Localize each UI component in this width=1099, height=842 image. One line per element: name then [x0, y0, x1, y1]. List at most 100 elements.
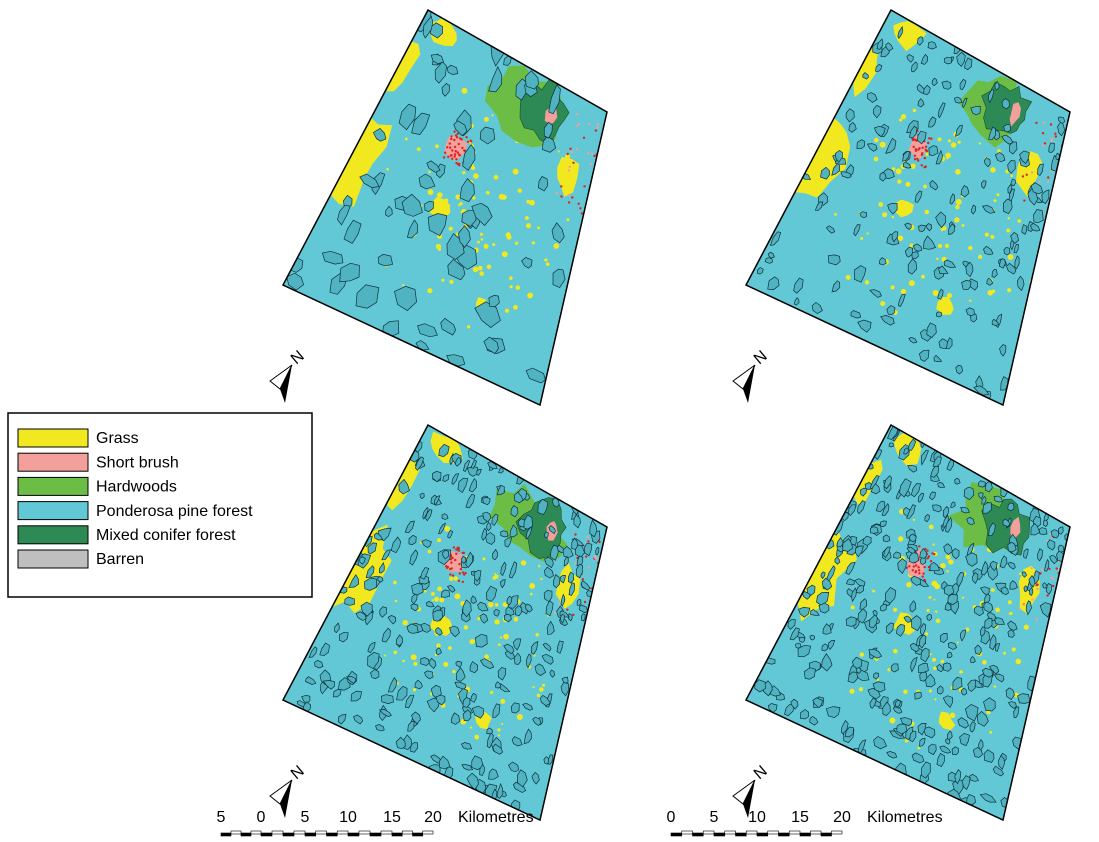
grass-speck	[540, 578, 542, 580]
grass-speck	[991, 588, 995, 592]
brush-speck	[1046, 594, 1048, 596]
grass-speck	[945, 153, 951, 159]
brush-speck	[922, 575, 924, 577]
grass-speck	[505, 309, 509, 313]
brush-speck	[930, 560, 932, 562]
brush-speck	[454, 559, 456, 561]
grass-speck	[402, 284, 404, 286]
grass-speck	[898, 536, 903, 541]
grass-speck	[473, 267, 479, 273]
north-label: N	[751, 763, 771, 783]
grass-speck	[880, 142, 886, 148]
brush-speck	[569, 148, 571, 150]
grass-speck	[462, 88, 468, 94]
grass-speck	[492, 243, 495, 246]
brush-speck	[918, 569, 920, 571]
grass-speck	[448, 646, 452, 650]
scale-segment	[671, 833, 682, 836]
brush-speck	[453, 546, 455, 548]
brush-speck	[1043, 121, 1045, 123]
forest-patch	[894, 552, 901, 558]
brush-speck	[568, 201, 570, 203]
brush-speck	[1041, 569, 1043, 571]
brush-speck	[455, 150, 457, 152]
brush-speck	[587, 566, 589, 568]
brush-speck	[913, 565, 915, 567]
forest-patch	[927, 614, 932, 620]
scale-label: 0	[257, 809, 266, 826]
grass-speck	[458, 204, 460, 206]
legend-label: Hardwoods	[96, 479, 177, 496]
brush-speck	[449, 146, 451, 148]
grass-speck	[432, 599, 434, 601]
grass-speck	[482, 557, 485, 560]
grass-speck	[438, 248, 441, 251]
grass-speck	[553, 243, 559, 249]
brush-speck	[575, 125, 577, 127]
scale-segment	[381, 831, 392, 834]
grass-speck	[510, 285, 513, 288]
grass-speck	[913, 519, 915, 521]
grass-speck	[948, 559, 953, 564]
brush-speck	[457, 133, 459, 135]
grass-speck	[532, 241, 535, 244]
brush-speck	[566, 609, 568, 611]
grass-speck	[849, 689, 854, 694]
grass-speck	[481, 238, 484, 241]
scale-segment	[283, 833, 294, 836]
grass-speck	[985, 232, 989, 236]
brush-speck	[465, 136, 467, 138]
brush-speck	[1031, 598, 1033, 600]
grass-speck	[993, 199, 996, 202]
grass-speck	[901, 114, 906, 119]
grass-speck	[865, 280, 869, 284]
grass-speck	[1008, 600, 1012, 604]
scale-segment	[316, 831, 327, 834]
brush-speck	[571, 151, 573, 153]
grass-speck	[529, 583, 535, 589]
scale-segment	[251, 831, 261, 834]
brush-speck	[445, 565, 447, 567]
grass-speck	[1010, 174, 1013, 177]
scale-unit: Kilometres	[867, 809, 943, 826]
grass-speck	[834, 213, 837, 216]
grass-speck	[479, 271, 484, 276]
brush-speck	[1035, 122, 1037, 124]
grass-speck	[1008, 217, 1010, 219]
grass-speck	[428, 171, 431, 174]
grass-speck	[529, 200, 535, 206]
grass-speck	[558, 150, 560, 152]
scale-segment	[423, 831, 433, 834]
grass-speck	[990, 167, 996, 173]
scale-segment	[327, 833, 338, 836]
forest-patch	[1039, 528, 1047, 535]
scale-label: 0	[667, 809, 676, 826]
scale-segment	[757, 833, 768, 836]
brush-speck	[576, 148, 578, 150]
brush-speck	[1038, 181, 1040, 183]
grass-speck	[892, 216, 894, 218]
grass-speck	[995, 608, 1000, 613]
brush-speck	[458, 164, 460, 166]
brush-speck	[470, 140, 472, 142]
grass-speck	[517, 714, 523, 720]
grass-speck	[525, 216, 529, 220]
brush-speck	[912, 569, 914, 571]
grass-speck	[936, 258, 938, 260]
grass-speck	[473, 173, 479, 179]
forest-patch	[889, 443, 894, 447]
brush-speck	[1023, 199, 1025, 201]
grass-speck	[956, 199, 962, 205]
grass-speck	[982, 660, 987, 665]
brush-speck	[578, 203, 580, 205]
grass-speck	[498, 643, 501, 646]
scale-label: 10	[748, 809, 766, 826]
brush-speck	[914, 158, 916, 160]
brush-speck	[461, 147, 463, 149]
grass-speck	[997, 149, 1001, 153]
brush-speck	[450, 135, 452, 137]
brush-speck	[458, 547, 460, 549]
grass-speck	[516, 285, 521, 290]
brush-speck	[926, 550, 928, 552]
grass-speck	[946, 157, 948, 159]
